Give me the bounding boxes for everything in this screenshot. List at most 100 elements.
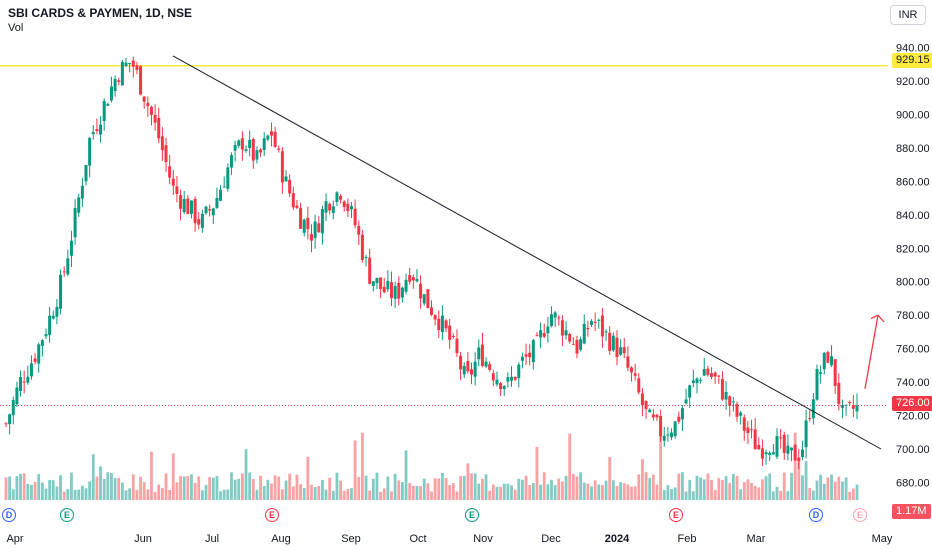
volume-bar xyxy=(444,478,448,500)
volume-bar xyxy=(190,474,193,500)
volume-bar xyxy=(106,472,110,500)
volume-bar xyxy=(419,486,422,500)
volume-bar xyxy=(95,476,99,500)
volume-bar xyxy=(393,473,397,500)
candle-body xyxy=(604,331,608,333)
earnings-event-icon[interactable]: E xyxy=(60,508,74,522)
candle-body xyxy=(317,223,321,233)
candle-body xyxy=(851,405,855,409)
volume-bar xyxy=(641,459,644,500)
volume-bar xyxy=(128,488,132,500)
volume-bar xyxy=(819,474,823,500)
volume-bar xyxy=(339,480,342,500)
candle-body xyxy=(608,332,612,351)
candle-body xyxy=(575,339,579,354)
volume-bar xyxy=(455,491,459,500)
annotation-arrow-head xyxy=(870,314,885,323)
x-tick-label: Jun xyxy=(134,533,152,545)
x-tick-label: Feb xyxy=(678,533,697,545)
candle-body xyxy=(793,445,797,461)
candle-body xyxy=(349,206,353,210)
y-tick-label: 840.00 xyxy=(896,210,930,222)
y-tick-label: 680.00 xyxy=(896,477,930,489)
candle-body xyxy=(753,429,757,450)
volume-bar xyxy=(502,483,506,500)
dividend-event-icon[interactable]: D xyxy=(2,508,16,522)
volume-bar xyxy=(135,489,139,500)
candle-body xyxy=(331,206,335,213)
earnings-event-icon[interactable]: E xyxy=(669,508,683,522)
candle-body xyxy=(546,326,550,334)
volume-bar xyxy=(313,487,317,500)
candle-body xyxy=(626,356,630,368)
candle-body xyxy=(579,339,583,350)
volume-bar xyxy=(477,483,481,500)
candle-body xyxy=(197,219,201,225)
volume-bar xyxy=(681,472,684,500)
candle-body xyxy=(528,352,532,358)
volume-bar xyxy=(786,491,790,500)
volume-bar xyxy=(611,480,615,500)
candle-body xyxy=(597,319,601,321)
candle-body xyxy=(408,275,412,282)
candle-body xyxy=(360,234,364,260)
trend-line xyxy=(172,55,882,450)
candle-body xyxy=(419,283,423,299)
candle-body xyxy=(426,289,430,309)
candle-body xyxy=(353,208,357,226)
candle-body xyxy=(69,240,73,256)
volume-label[interactable]: Vol xyxy=(8,22,24,34)
volume-bar xyxy=(44,488,48,500)
volume-bar xyxy=(244,449,248,500)
candle-body xyxy=(659,416,663,437)
earnings-event-icon[interactable]: E xyxy=(465,508,479,522)
candle-body xyxy=(269,131,273,136)
earnings-event-icon[interactable]: E xyxy=(853,508,867,522)
candle-body xyxy=(459,355,463,370)
volume-bar xyxy=(706,473,710,500)
volume-bar xyxy=(382,488,386,500)
candle-body xyxy=(124,62,128,66)
volume-bar xyxy=(186,476,190,500)
candle-body xyxy=(400,287,404,298)
volume-bar xyxy=(659,431,663,500)
candle-body xyxy=(226,167,230,189)
candle-body xyxy=(320,209,324,234)
candle-body xyxy=(844,404,848,406)
candle-body xyxy=(520,356,524,361)
volume-bar xyxy=(299,484,302,500)
volume-bar xyxy=(684,491,688,500)
volume-bar xyxy=(470,473,473,500)
candle-body xyxy=(822,352,826,370)
y-tick-label: 760.00 xyxy=(896,344,930,356)
candle-body xyxy=(499,383,503,390)
volume-bar xyxy=(844,477,848,500)
volume-bar xyxy=(73,489,77,500)
dividend-event-icon[interactable]: D xyxy=(809,508,823,522)
volume-bar xyxy=(4,477,8,500)
candle-body xyxy=(346,203,350,211)
candle-body xyxy=(750,429,754,431)
volume-bar xyxy=(713,489,717,500)
candle-body xyxy=(782,434,786,453)
volume-bar xyxy=(481,478,484,500)
volume-bar xyxy=(539,484,543,500)
candle-body xyxy=(11,400,15,416)
volume-bar xyxy=(779,490,783,500)
volume-bar xyxy=(826,477,830,500)
candle-body xyxy=(313,221,317,239)
volume-bar xyxy=(691,491,695,500)
volume-bar xyxy=(226,489,230,500)
volume-bar xyxy=(830,474,833,500)
currency-button[interactable]: INR xyxy=(890,5,926,25)
volume-bar xyxy=(833,481,837,500)
x-tick-label: Mar xyxy=(747,533,766,545)
symbol-title[interactable]: SBI CARDS & PAYMEN, 1D, NSE xyxy=(8,6,193,20)
candle-body xyxy=(717,375,721,377)
earnings-event-icon[interactable]: E xyxy=(265,508,279,522)
candle-body xyxy=(757,444,761,450)
candle-body xyxy=(393,285,397,299)
candle-body xyxy=(542,333,546,337)
candle-body xyxy=(219,189,223,201)
